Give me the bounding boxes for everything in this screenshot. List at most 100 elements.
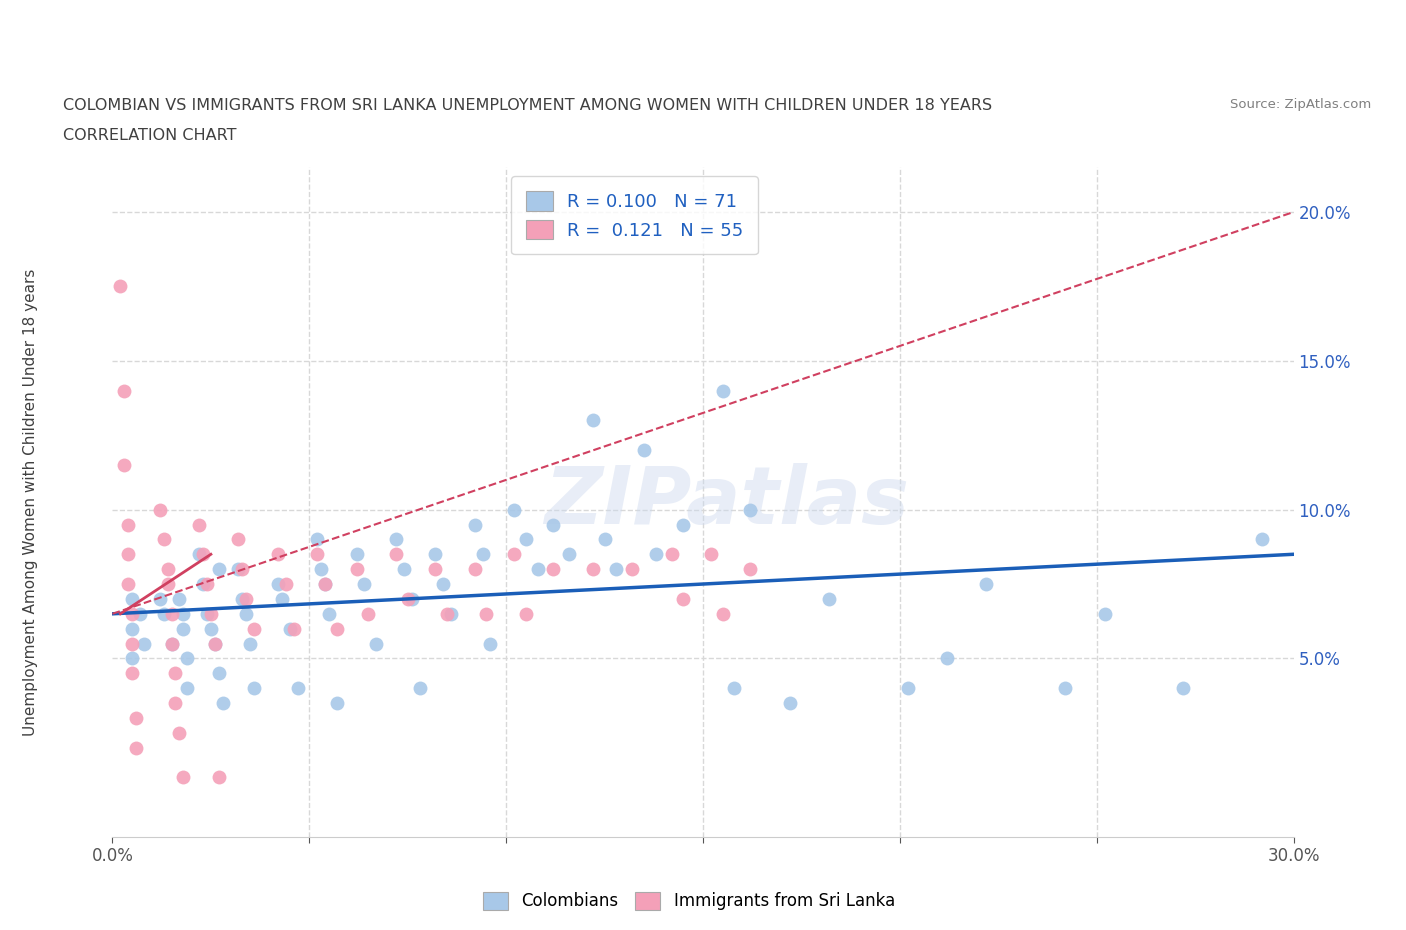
Point bbox=[121, 636, 143, 651]
Point bbox=[440, 606, 463, 621]
Point bbox=[117, 577, 139, 591]
Point bbox=[543, 562, 565, 577]
Point bbox=[740, 562, 762, 577]
Point bbox=[318, 606, 340, 621]
Point bbox=[228, 532, 250, 547]
Point bbox=[204, 636, 226, 651]
Point bbox=[176, 651, 198, 666]
Point bbox=[172, 606, 194, 621]
Point bbox=[385, 547, 408, 562]
Point bbox=[408, 681, 430, 696]
Point bbox=[818, 591, 841, 606]
Point bbox=[267, 547, 290, 562]
Point bbox=[235, 591, 257, 606]
Point bbox=[129, 606, 152, 621]
Point bbox=[582, 562, 605, 577]
Point bbox=[396, 591, 419, 606]
Point bbox=[661, 547, 683, 562]
Point bbox=[711, 383, 734, 398]
Point bbox=[200, 606, 222, 621]
Point bbox=[160, 636, 183, 651]
Point bbox=[1173, 681, 1195, 696]
Point bbox=[125, 711, 148, 725]
Point bbox=[366, 636, 388, 651]
Point bbox=[172, 770, 194, 785]
Point bbox=[165, 696, 187, 711]
Point bbox=[231, 562, 253, 577]
Point bbox=[243, 621, 266, 636]
Point bbox=[160, 606, 183, 621]
Point bbox=[208, 562, 231, 577]
Point bbox=[149, 591, 172, 606]
Text: ZIPatlas: ZIPatlas bbox=[544, 463, 910, 541]
Point bbox=[357, 606, 380, 621]
Point bbox=[169, 725, 191, 740]
Point bbox=[558, 547, 581, 562]
Point bbox=[278, 621, 301, 636]
Point bbox=[176, 681, 198, 696]
Point bbox=[200, 621, 222, 636]
Point bbox=[152, 606, 174, 621]
Point bbox=[526, 562, 548, 577]
Point bbox=[191, 577, 214, 591]
Point bbox=[346, 562, 368, 577]
Point bbox=[231, 591, 253, 606]
Point bbox=[208, 666, 231, 681]
Point bbox=[274, 577, 297, 591]
Point bbox=[740, 502, 762, 517]
Point bbox=[287, 681, 309, 696]
Point bbox=[117, 517, 139, 532]
Point bbox=[779, 696, 801, 711]
Point bbox=[208, 770, 231, 785]
Point bbox=[121, 651, 143, 666]
Point bbox=[169, 591, 191, 606]
Point bbox=[283, 621, 305, 636]
Point bbox=[110, 279, 132, 294]
Point bbox=[392, 562, 415, 577]
Point bbox=[309, 562, 332, 577]
Point bbox=[156, 562, 179, 577]
Point bbox=[897, 681, 920, 696]
Point bbox=[425, 547, 447, 562]
Point bbox=[125, 740, 148, 755]
Point bbox=[672, 591, 695, 606]
Point bbox=[515, 532, 537, 547]
Point bbox=[112, 383, 135, 398]
Point bbox=[191, 547, 214, 562]
Point bbox=[936, 651, 959, 666]
Point bbox=[1054, 681, 1077, 696]
Point bbox=[621, 562, 644, 577]
Text: Unemployment Among Women with Children Under 18 years: Unemployment Among Women with Children U… bbox=[24, 269, 38, 736]
Point bbox=[149, 502, 172, 517]
Point bbox=[1251, 532, 1274, 547]
Point bbox=[475, 606, 498, 621]
Point bbox=[543, 517, 565, 532]
Point bbox=[672, 517, 695, 532]
Point bbox=[515, 606, 537, 621]
Point bbox=[432, 577, 454, 591]
Point bbox=[593, 532, 616, 547]
Point bbox=[235, 606, 257, 621]
Point bbox=[228, 562, 250, 577]
Point bbox=[267, 577, 290, 591]
Point bbox=[204, 636, 226, 651]
Point bbox=[471, 547, 494, 562]
Point bbox=[172, 621, 194, 636]
Point bbox=[121, 621, 143, 636]
Point bbox=[401, 591, 423, 606]
Point bbox=[605, 562, 627, 577]
Point bbox=[160, 636, 183, 651]
Point bbox=[436, 606, 458, 621]
Point bbox=[132, 636, 155, 651]
Point bbox=[117, 547, 139, 562]
Point bbox=[307, 532, 329, 547]
Legend: R = 0.100   N = 71, R =  0.121   N = 55: R = 0.100 N = 71, R = 0.121 N = 55 bbox=[512, 177, 758, 254]
Point bbox=[464, 517, 486, 532]
Point bbox=[188, 517, 211, 532]
Legend: Colombians, Immigrants from Sri Lanka: Colombians, Immigrants from Sri Lanka bbox=[477, 885, 901, 917]
Point bbox=[582, 413, 605, 428]
Point bbox=[711, 606, 734, 621]
Point bbox=[723, 681, 745, 696]
Point bbox=[239, 636, 262, 651]
Point bbox=[385, 532, 408, 547]
